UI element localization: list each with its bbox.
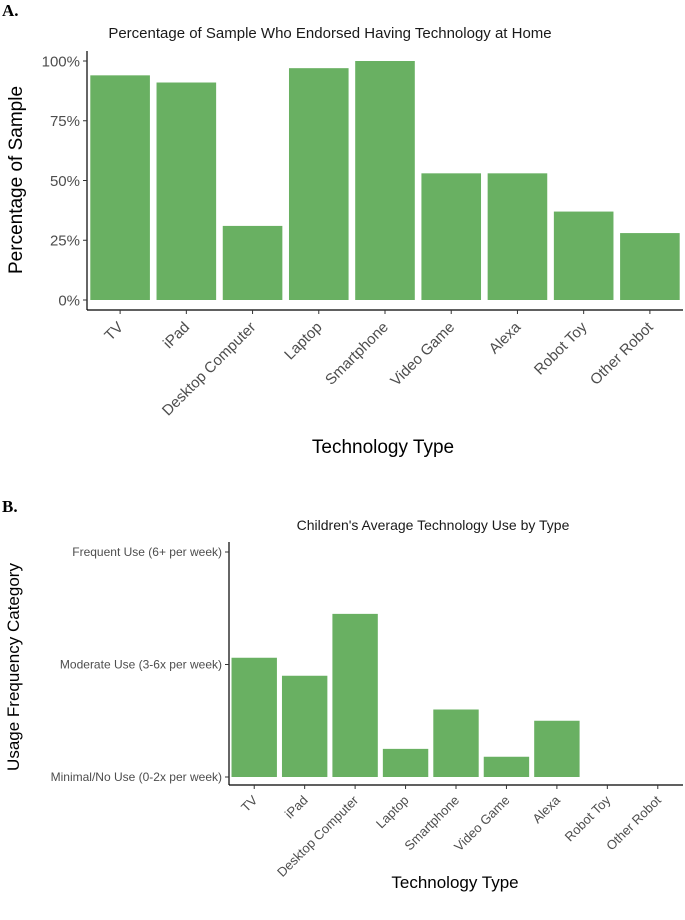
x-tick-label: Alexa bbox=[529, 792, 563, 826]
bar bbox=[355, 61, 415, 300]
x-tick-label: Laptop bbox=[373, 793, 412, 832]
x-axis-title: Technology Type bbox=[391, 873, 518, 892]
panel-letter-a: A. bbox=[2, 1, 19, 20]
x-axis-title: Technology Type bbox=[312, 437, 454, 458]
bar bbox=[382, 748, 429, 777]
y-tick-label: 25% bbox=[50, 233, 80, 250]
bar bbox=[534, 720, 580, 777]
y-tick-label: 75% bbox=[50, 113, 80, 130]
bar bbox=[332, 613, 378, 777]
bar bbox=[231, 657, 277, 777]
y-tick-label: 0% bbox=[58, 292, 80, 309]
y-tick-label: 50% bbox=[50, 173, 80, 190]
x-tick-label: iPad bbox=[282, 793, 311, 822]
chart-title: Percentage of Sample Who Endorsed Having… bbox=[108, 25, 551, 42]
bar bbox=[421, 173, 482, 300]
x-tick-label: Robot Toy bbox=[562, 792, 614, 844]
bar bbox=[433, 709, 479, 777]
x-tick-label: Other Robot bbox=[603, 792, 664, 853]
panel-letter-b: B. bbox=[2, 497, 18, 516]
x-tick-label: TV bbox=[238, 792, 261, 815]
y-tick-label: Moderate Use (3-6x per week) bbox=[60, 658, 222, 672]
y-axis-title: Percentage of Sample bbox=[6, 86, 27, 274]
bar bbox=[483, 756, 530, 777]
chart-title: Children's Average Technology Use by Typ… bbox=[297, 517, 570, 533]
bar bbox=[553, 211, 614, 300]
bar bbox=[487, 173, 548, 300]
y-axis-title: Usage Frequency Category bbox=[4, 563, 23, 771]
bar bbox=[222, 225, 283, 300]
y-tick-label: 100% bbox=[42, 53, 80, 70]
bar bbox=[281, 675, 328, 777]
y-tick-label: Minimal/No Use (0-2x per week) bbox=[51, 770, 222, 784]
bar bbox=[288, 68, 349, 300]
y-tick-label: Frequent Use (6+ per week) bbox=[72, 545, 222, 559]
bar bbox=[620, 233, 680, 300]
bar bbox=[156, 82, 217, 300]
bar bbox=[90, 75, 150, 300]
